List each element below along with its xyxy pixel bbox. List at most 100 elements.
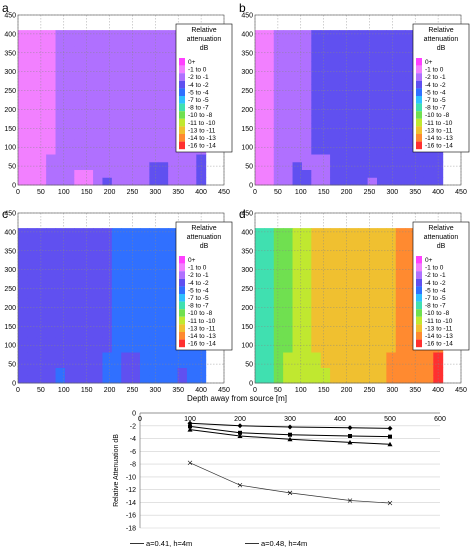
heatmap-cell (292, 290, 303, 299)
heatmap-cell (64, 45, 75, 54)
heatmap-cell (339, 130, 350, 140)
heatmap-cell (348, 76, 359, 85)
heatmap-cell (149, 375, 160, 384)
heatmap-cell (283, 367, 294, 376)
heatmap-cell (130, 243, 141, 252)
legend-swatch (416, 134, 422, 142)
heatmap-cell (158, 130, 169, 140)
heatmap-cell (311, 352, 322, 361)
heatmap-cell (367, 305, 378, 314)
legend-swatch (179, 103, 185, 112)
heatmap-cell (139, 146, 150, 155)
heatmap-cell (121, 45, 132, 54)
heatmap-cell (320, 146, 331, 155)
y-tick-label: 200 (4, 107, 16, 114)
heatmap-cell (64, 375, 75, 384)
heatmap-cell (130, 352, 141, 361)
heatmap-cell (46, 84, 57, 93)
heatmap-cell (311, 45, 322, 54)
heatmap-cell (348, 282, 359, 291)
heatmap-cell (367, 53, 378, 62)
heatmap-cell (74, 321, 85, 330)
heatmap-cell (36, 146, 47, 155)
heatmap-cell (168, 336, 179, 345)
heatmap-cell (102, 336, 113, 345)
heatmap-cell (386, 228, 397, 237)
legend-swatch (416, 103, 422, 112)
heatmap-cell (292, 228, 303, 237)
heatmap-cell (348, 321, 359, 330)
heatmap-cell (102, 274, 113, 283)
heatmap-cell (121, 305, 132, 314)
legend-swatch (416, 141, 422, 150)
heatmap-cell (358, 266, 369, 276)
heatmap-cell (311, 274, 322, 283)
heatmap-cell (292, 76, 303, 85)
heatmap-cell (358, 84, 369, 93)
legend-entry: -1 to 0 (425, 265, 444, 272)
y-tick-label: 0 (12, 381, 16, 388)
heatmap-cell (93, 336, 103, 345)
heatmap-cell (102, 359, 113, 369)
heatmap-cell (121, 130, 132, 140)
heatmap-cell (301, 243, 312, 252)
heatmap-cell (168, 243, 179, 252)
heatmap-cell (149, 68, 160, 78)
heatmap-cell (177, 177, 188, 186)
heatmap-cell (311, 375, 322, 384)
heatmap-cell (320, 290, 331, 299)
legend-entry: -13 to -11 (425, 127, 453, 134)
heatmap-cell (83, 305, 94, 314)
heatmap-cell (405, 344, 416, 353)
heatmap-cell (121, 107, 132, 116)
heatmap-cell (121, 37, 132, 47)
x-tick-label: 0 (16, 387, 20, 394)
heatmap-cell (386, 352, 397, 361)
heatmap-cell (121, 115, 132, 124)
heatmap-cell (55, 259, 66, 268)
heatmap-cell (367, 274, 378, 283)
x-tick-label: 300 (386, 387, 398, 394)
heatmap-cell (311, 282, 322, 291)
heatmap-cell (358, 259, 369, 268)
legend-swatch (179, 278, 185, 287)
heatmap-cell (301, 154, 312, 163)
heatmap-cell (158, 107, 169, 116)
heatmap-cell (27, 352, 38, 361)
heatmap-cell (320, 274, 331, 283)
heatmap-cell (18, 154, 28, 163)
heatmap-cell (93, 313, 103, 322)
heatmap-cell (168, 37, 179, 47)
legend-entry: -1 to 0 (188, 265, 207, 272)
heatmap-cell (139, 45, 150, 54)
heatmap-cell (93, 37, 103, 47)
heatmap-cell (320, 328, 331, 338)
heatmap-cell (83, 84, 94, 93)
heatmap-cell (149, 228, 160, 237)
heatmap-cell (121, 138, 132, 147)
heatmap-cell (64, 76, 75, 85)
heatmap-cell (283, 169, 294, 178)
heatmap-cell (149, 177, 160, 186)
heatmap-cell (348, 375, 359, 384)
heatmap-cell (93, 146, 103, 155)
heatmap-cell (339, 243, 350, 252)
heatmap-cell (121, 169, 132, 178)
heatmap-cell (121, 375, 132, 384)
heatmap-cell (55, 161, 66, 171)
heatmap-cell (358, 76, 369, 85)
heatmap-cell (111, 328, 122, 338)
heatmap-cell (111, 92, 122, 101)
heatmap-cell (36, 177, 47, 186)
legend-box (412, 221, 470, 351)
heatmap-cell (18, 282, 28, 291)
heatmap-cell (311, 169, 322, 178)
heatmap-cell (83, 154, 94, 163)
heatmap-cell (358, 352, 369, 361)
heatmap-cell (320, 92, 331, 101)
legend-swatch (416, 294, 422, 302)
heatmap-cell (121, 123, 132, 132)
legend-swatch (179, 256, 185, 264)
y-tick-label: 0 (249, 381, 253, 388)
x-tick-label: 400 (432, 189, 444, 196)
